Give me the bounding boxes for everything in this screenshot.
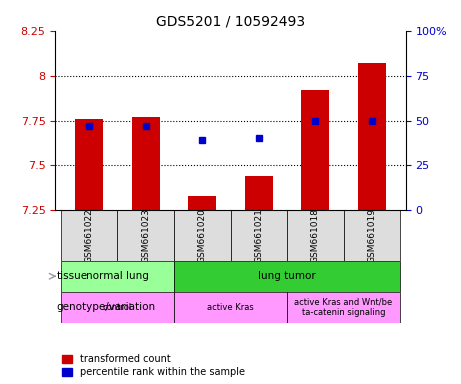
Text: normal lung: normal lung — [86, 271, 149, 281]
Text: control: control — [103, 303, 132, 312]
Text: GSM661023: GSM661023 — [141, 208, 150, 263]
Text: genotype/variation: genotype/variation — [56, 302, 155, 312]
Bar — [188, 196, 216, 210]
Text: GSM661020: GSM661020 — [198, 208, 207, 263]
Text: active Kras and Wnt/be
ta-catenin signaling: active Kras and Wnt/be ta-catenin signal… — [295, 298, 393, 317]
Bar — [75, 119, 103, 210]
Bar — [301, 90, 330, 210]
Legend: transformed count, percentile rank within the sample: transformed count, percentile rank withi… — [60, 353, 247, 379]
FancyBboxPatch shape — [61, 292, 174, 323]
Bar — [131, 117, 160, 210]
FancyBboxPatch shape — [287, 292, 400, 323]
FancyBboxPatch shape — [118, 210, 174, 261]
FancyBboxPatch shape — [174, 292, 287, 323]
FancyBboxPatch shape — [174, 210, 230, 261]
Text: GSM661019: GSM661019 — [367, 208, 376, 263]
Bar — [358, 63, 386, 210]
FancyBboxPatch shape — [61, 261, 174, 292]
FancyBboxPatch shape — [61, 210, 118, 261]
Text: GSM661021: GSM661021 — [254, 208, 263, 263]
Bar — [245, 176, 273, 210]
Text: GSM661022: GSM661022 — [85, 208, 94, 263]
FancyBboxPatch shape — [230, 210, 287, 261]
FancyBboxPatch shape — [174, 261, 400, 292]
FancyBboxPatch shape — [343, 210, 400, 261]
FancyBboxPatch shape — [287, 210, 343, 261]
Text: lung tumor: lung tumor — [258, 271, 316, 281]
Text: active Kras: active Kras — [207, 303, 254, 312]
Text: tissue: tissue — [56, 271, 88, 281]
Title: GDS5201 / 10592493: GDS5201 / 10592493 — [156, 14, 305, 28]
Text: GSM661018: GSM661018 — [311, 208, 320, 263]
